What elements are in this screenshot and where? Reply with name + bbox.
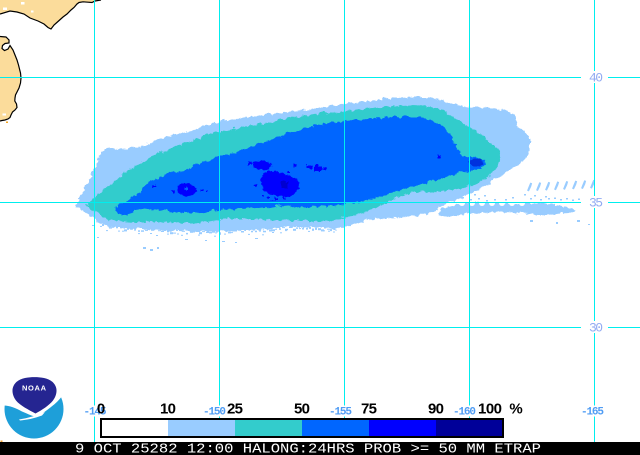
svg-text:NOAA: NOAA [22,384,47,393]
svg-text:%: % [509,401,522,418]
svg-text:10: 10 [160,401,176,418]
svg-text:40: 40 [589,71,603,86]
svg-text:30: 30 [589,321,603,336]
svg-text:-145: -145 [84,407,107,419]
svg-text:-165: -165 [581,407,604,419]
svg-text:-150: -150 [203,407,226,419]
svg-text:9 OCT 25282 12:00 HALONG:24HRS: 9 OCT 25282 12:00 HALONG:24HRS PROB >= 5… [75,442,541,455]
svg-text:35: 35 [589,196,603,211]
svg-text:-155: -155 [329,407,352,419]
svg-text:25: 25 [227,401,243,418]
svg-text:90: 90 [428,401,444,418]
svg-text:-160: -160 [453,407,476,419]
svg-text:75: 75 [361,401,377,418]
svg-text:0: 0 [97,401,105,418]
svg-text:100: 100 [478,401,502,418]
svg-text:50: 50 [294,401,310,418]
